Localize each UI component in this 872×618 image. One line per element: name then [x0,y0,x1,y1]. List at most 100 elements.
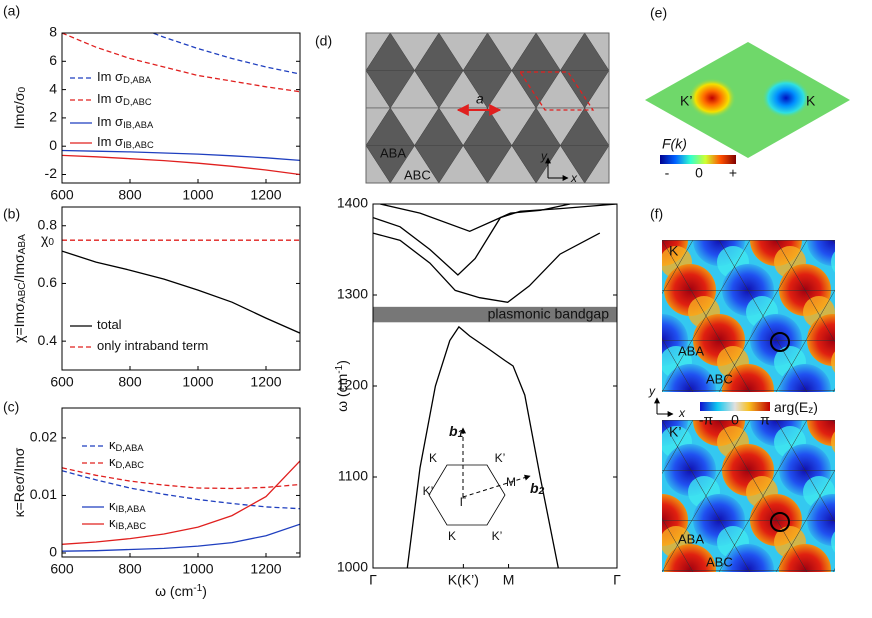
stacking-label: ABC [404,167,431,182]
series-line [373,232,601,303]
series-line [62,523,300,552]
field-map [548,420,835,608]
stacking-label: ABC [706,554,733,569]
text-part: D,ABA [123,75,152,85]
x-tick-label: 600 [50,561,74,577]
text-part: κ=Reσ/Imσ [11,447,27,517]
field-grid [718,420,808,572]
series-line [62,149,300,162]
valley-label: K [669,243,679,259]
panel-label: (c) [3,399,19,415]
y-tick-label: 0.8 [38,216,58,232]
field-lobe [807,420,835,446]
colorbar-tick: 0 [731,412,739,428]
field-lobe [746,576,778,608]
text-part: ) [813,399,818,415]
panel-label: (d) [315,33,332,49]
x-axis-label: ω (cm-1) [155,583,207,599]
panel-label: (a) [3,3,20,19]
text-part: z [808,405,813,416]
axis-name: x [678,406,686,420]
lattice-cell [584,33,609,71]
series-line [150,33,300,75]
field-lobe [664,364,716,392]
legend-label: κIB,ABC [109,515,146,530]
lattice-frame [365,32,610,184]
series-line [62,460,300,545]
annotation: χ0 [41,231,54,248]
text-part: arg(E [774,399,808,415]
field-grid [662,420,694,475]
lattice-cell [584,145,609,183]
source-marker [770,512,790,532]
y-tick-label: 0.01 [30,486,57,502]
berry-map [645,42,850,158]
y-tick-label: 0.6 [38,274,58,290]
stacking-label: ABA [380,145,406,160]
y-tick-label: 1300 [337,286,368,302]
colorbar-label: F(k) [662,136,687,152]
y-tick-label: -2 [45,165,58,181]
y-tick-label: 0 [49,544,57,560]
text-part: Im σ [97,91,123,106]
x-tick-label: 1200 [250,561,281,577]
colorbar [660,155,736,164]
lattice-cell [608,70,609,71]
series-line [62,467,300,490]
text-part: ) [334,360,350,365]
text-part: ω (cm [155,583,193,599]
plot-frame [61,206,301,371]
text-part: D,ABC [116,460,145,470]
legend-label: κIB,ABA [109,498,146,513]
lattice-cell [682,146,731,184]
text-part: IB,ABA [123,120,154,130]
x-tick-label: 600 [50,374,74,390]
lattice-cell [633,33,682,71]
bz-point: K’ [495,451,506,465]
y-axis-label: ω (cm-1) [334,360,350,412]
vector-label: b1 [449,423,464,440]
series-line [62,33,300,93]
field-lobe [688,576,720,608]
panel-label: (e) [650,5,667,21]
series-line [62,470,300,510]
text-part: κ [109,454,116,469]
x-tick-label: 800 [118,187,142,203]
text-part: IB,ABC [123,140,154,150]
field-lobe [779,544,831,572]
field-grid [548,420,636,572]
valley-label: K [806,93,816,109]
y-tick-label: 1200 [337,377,368,393]
valley-label: K’ [680,93,692,109]
y-axis-label: χ=ImσABC/ImσABA [11,234,28,343]
field-lobe [807,240,835,266]
field-lobe [722,544,774,572]
y-tick-label: 6 [49,52,57,68]
bz-point: K’ [423,484,434,498]
text-part: 0 [17,86,28,92]
text-part: χ=Imσ [11,303,27,343]
text-part: /Imσ [11,254,27,282]
text-part: κ [109,515,116,530]
text-part: ABA [17,234,28,254]
legend-label: κD,ABA [109,437,144,452]
lattice-constant: a [476,91,484,107]
lattice-cell [366,145,367,146]
y-tick-label: 0.02 [30,429,57,445]
bandgap [373,306,617,323]
field-grid [775,469,835,572]
text-part: Imσ/σ [11,92,27,129]
plot-frame [61,32,301,184]
berry-peak [688,78,736,118]
x-tick-label: 800 [118,374,142,390]
legend-label: Im σIB,ABC [97,134,154,149]
x-tick-label: Γ [613,572,621,588]
text-part: D,ABC [123,97,152,107]
text-part: Im σ [97,134,123,149]
field-grid [662,517,694,572]
y-axis-label: κ=Reσ/Imσ [11,447,27,517]
colorbar [700,402,770,411]
y-tick-label: 1100 [338,468,368,484]
text-part: D,ABA [116,443,145,453]
berry-dip [762,78,810,118]
